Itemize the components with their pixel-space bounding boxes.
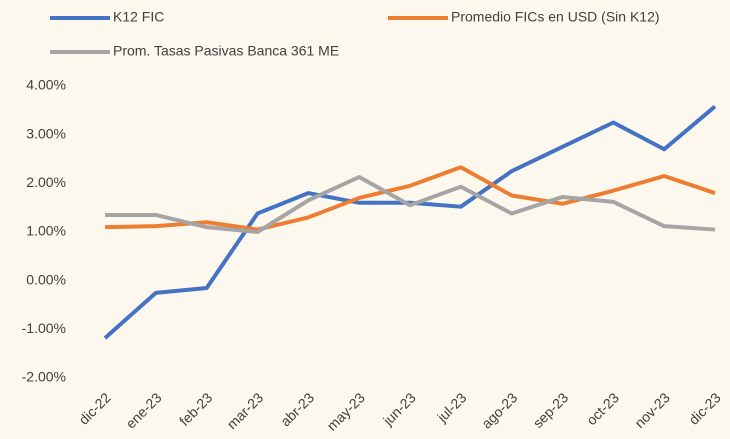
x-tick-label: oct-23: [583, 389, 622, 428]
legend-label: Promedio FICs en USD (Sin K12): [451, 9, 660, 25]
x-tick-label: sep-23: [530, 389, 572, 431]
x-tick-label: mar-23: [224, 389, 267, 432]
x-tick-label: nov-23: [631, 389, 673, 431]
y-tick-label: 4.00%: [26, 77, 66, 93]
x-tick-label: feb-23: [176, 389, 216, 429]
y-tick-label: 0.00%: [26, 271, 66, 287]
legend-label: K12 FIC: [113, 9, 164, 25]
x-tick-label: ago-23: [478, 389, 520, 431]
y-tick-label: 3.00%: [26, 125, 66, 141]
y-tick-label: 2.00%: [26, 174, 66, 190]
x-tick-label: dic-22: [75, 389, 113, 427]
series-line: [103, 104, 717, 340]
x-tick-label: may-23: [324, 389, 368, 433]
y-tick-label: -2.00%: [22, 369, 66, 385]
series-line: [105, 175, 716, 234]
legend-label: Prom. Tasas Pasivas Banca 361 ME: [113, 43, 339, 59]
y-tick-label: 1.00%: [26, 223, 66, 239]
x-tick-label: abr-23: [277, 389, 317, 429]
series-line: [104, 165, 716, 232]
x-tick-label: dic-23: [685, 389, 723, 427]
x-tick-label: jul-23: [433, 389, 469, 425]
y-tick-label: -1.00%: [22, 320, 66, 336]
x-tick-label: jun-23: [379, 389, 419, 429]
x-tick-label: ene-23: [122, 389, 164, 431]
